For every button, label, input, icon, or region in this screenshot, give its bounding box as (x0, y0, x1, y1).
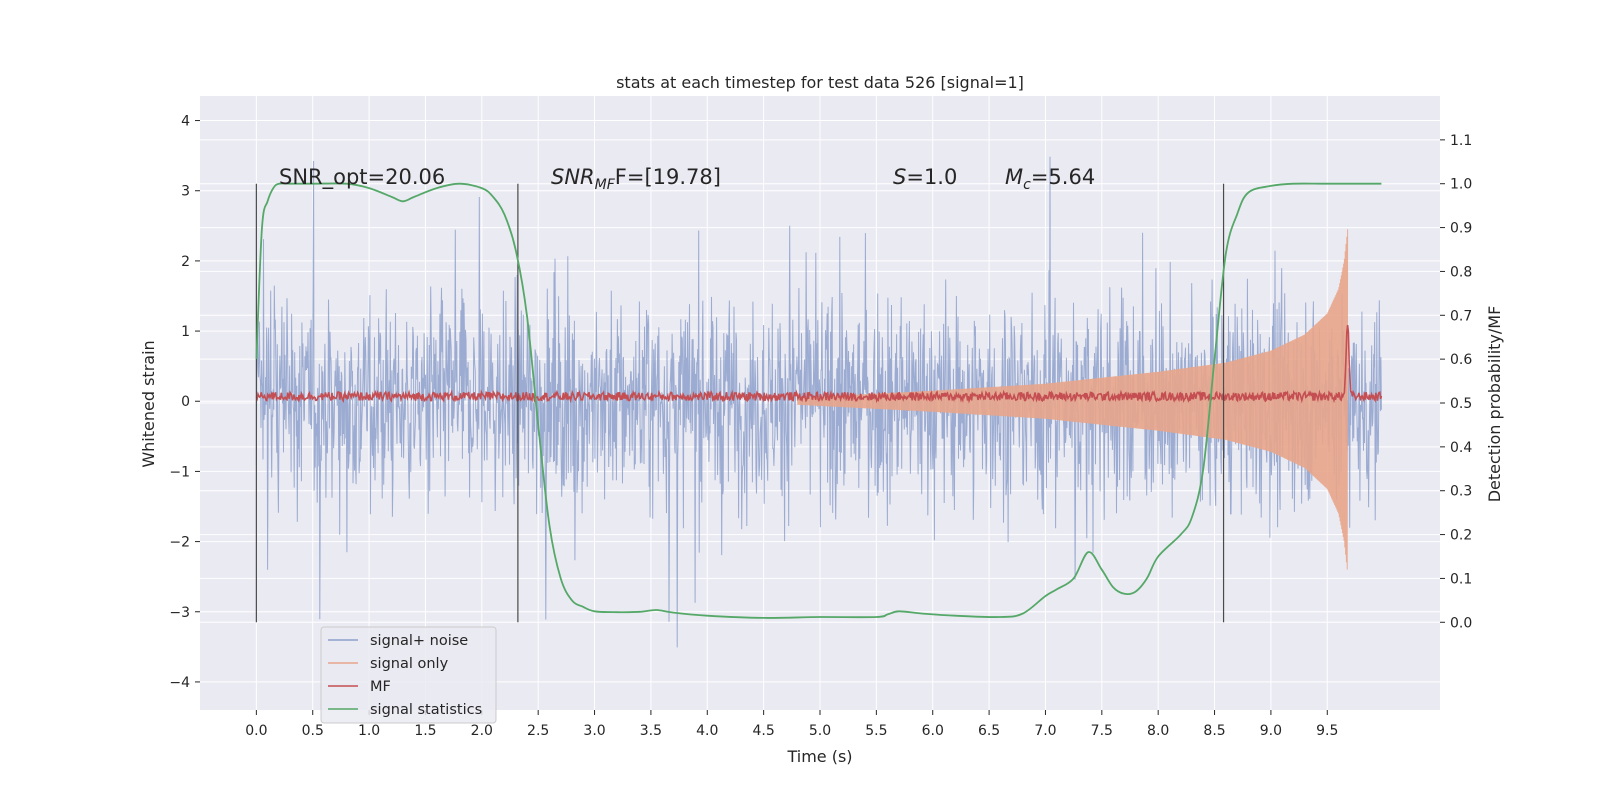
y-right-tick-label: 0.3 (1450, 484, 1472, 500)
signal-only-series (797, 229, 1349, 570)
y-tick-label: 2 (181, 254, 190, 270)
y-right-tick-label: 0.8 (1450, 264, 1472, 280)
x-tick-label: 0.5 (302, 723, 324, 739)
legend: signal+ noise signal only MF signal stat… (320, 626, 497, 724)
y-right-tick-label: 0.7 (1450, 308, 1472, 324)
legend-label-signal-only: signal only (370, 656, 449, 672)
x-tick-label: 6.0 (922, 723, 944, 739)
x-tick-label: 3.0 (583, 723, 605, 739)
x-tick-label: 5.5 (865, 723, 887, 739)
y-tick-label: −4 (169, 675, 190, 691)
annotation-s-value: =1.0 (906, 165, 957, 189)
y-right-tick-label: 0.6 (1450, 352, 1472, 368)
y-right-tick-label: 0.0 (1450, 615, 1472, 631)
y-tick-label: −2 (169, 535, 190, 551)
y-tick-label: −3 (169, 605, 190, 621)
annotation-mc-var: M (1005, 165, 1023, 189)
x-tick-label: 2.0 (471, 723, 493, 739)
x-tick-label: 7.5 (1091, 723, 1113, 739)
mf-series (255, 325, 1383, 404)
tick-labels: 0.0 0.5 1.0 1.5 2.0 2.5 3.0 3.5 4.0 4.5 5.0 5.5 6.0 6… (169, 114, 1472, 739)
legend-label-signal-plus-noise: signal+ noise (370, 633, 468, 649)
annotation-mc-value: =5.64 (1031, 165, 1095, 189)
legend-label-signal-statistics: signal statistics (370, 702, 482, 718)
y-right-tick-label: 0.5 (1450, 396, 1472, 412)
x-tick-label: 9.5 (1316, 723, 1338, 739)
x-tick-label: 1.5 (414, 723, 436, 739)
x-tick-label: 7.0 (1034, 723, 1056, 739)
y-tick-label: −1 (169, 464, 190, 480)
x-tick-label: 5.0 (809, 723, 831, 739)
x-tick-label: 2.5 (527, 723, 549, 739)
x-tick-label: 4.0 (696, 723, 718, 739)
x-tick-label: 8.5 (1203, 723, 1225, 739)
signal-only-line (797, 229, 1349, 570)
annotation-snr-mf: SNRMFF=[19.78] (551, 165, 721, 193)
y-right-tick-label: 0.1 (1450, 571, 1472, 587)
x-tick-label: 0.0 (245, 723, 267, 739)
x-tick-label: 1.0 (358, 723, 380, 739)
x-tick-label: 8.0 (1147, 723, 1169, 739)
annotation-mc: Mc=5.64 (1005, 165, 1095, 193)
annotation-snr-opt: SNR_opt=20.06 (279, 165, 445, 190)
annotation-s: S=1.0 (893, 165, 957, 189)
x-tick-label: 4.5 (753, 723, 775, 739)
mf-line (255, 325, 1383, 404)
y-right-tick-label: 1.0 (1450, 177, 1472, 193)
chart-title: stats at each timestep for test data 526… (616, 73, 1024, 92)
legend-label-mf: MF (370, 679, 391, 695)
y-axis-right-label: Detection probability/MF (1485, 306, 1504, 503)
annotation-s-var: S (893, 165, 906, 189)
y-right-tick-label: 0.2 (1450, 528, 1472, 544)
signal-statistics-series (255, 182, 1382, 619)
x-tick-label: 3.5 (640, 723, 662, 739)
y-right-tick-label: 0.9 (1450, 221, 1472, 237)
legend-box (320, 626, 497, 724)
annotation-snr-mf-var: SNR (551, 165, 595, 189)
y-tick-label: 1 (181, 324, 190, 340)
y-tick-label: 3 (181, 184, 190, 200)
annotation-snr-mf-sub: MF (595, 177, 616, 193)
x-axis-label: Time (s) (786, 747, 852, 766)
x-tick-label: 6.5 (978, 723, 1000, 739)
signal-statistics-line (255, 182, 1382, 619)
annotation-mc-sub: c (1023, 177, 1031, 193)
y-axis-label: Whitened strain (139, 340, 158, 467)
y-tick-label: 4 (181, 114, 190, 130)
annotation-snr-mf-value: F=[19.78] (615, 165, 721, 189)
x-tick-label: 9.0 (1260, 723, 1282, 739)
y-right-tick-label: 0.4 (1450, 440, 1472, 456)
y-right-tick-label: 1.1 (1450, 133, 1472, 149)
y-tick-label: 0 (181, 394, 190, 410)
